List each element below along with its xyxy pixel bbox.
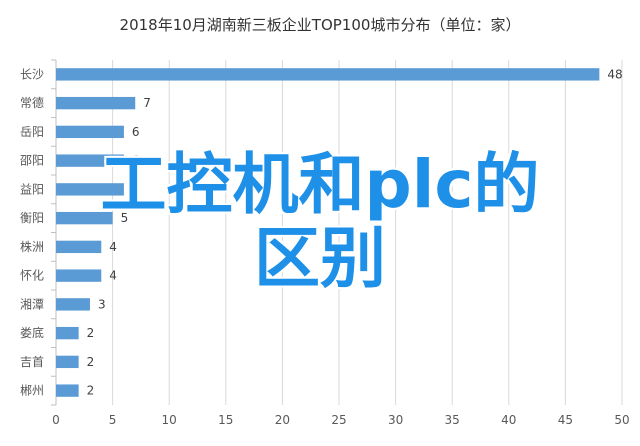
data-label: 2 <box>87 384 95 398</box>
bar <box>56 183 124 196</box>
category-label: 湘潭 <box>20 296 44 311</box>
bar <box>56 355 79 369</box>
category-label: 株洲 <box>20 239 44 254</box>
x-tick-label: 0 <box>52 413 60 427</box>
watermark-line-1: 工控机和plc的 <box>100 146 540 223</box>
data-label: 4 <box>109 240 117 254</box>
category-label: 岳阳 <box>20 125 44 139</box>
bar <box>56 154 124 167</box>
data-label: 7 <box>143 96 151 110</box>
category-label: 长沙 <box>20 67 44 81</box>
bar <box>56 211 113 225</box>
category-label: 益阳 <box>20 182 44 196</box>
bar <box>56 125 124 139</box>
category-label: 邵阳 <box>20 154 44 168</box>
data-label: 2 <box>87 355 95 369</box>
data-label: 6 <box>132 125 140 139</box>
category-label: 衡阳 <box>20 211 44 225</box>
x-tick-label: 40 <box>501 413 516 427</box>
x-tick-label: 20 <box>275 413 290 427</box>
watermark-line-2: 区别 <box>254 220 386 297</box>
category-label: 怀化 <box>20 269 44 283</box>
overlay-watermark-text: 工控机和plc的 区别 <box>0 148 640 296</box>
category-label: 郴州 <box>20 384 44 398</box>
bar <box>56 96 136 110</box>
x-tick-label: 45 <box>558 413 573 427</box>
bar <box>56 269 102 282</box>
chart-title: 2018年10月湖南新三板企业TOP100城市分布（单位：家） <box>119 16 521 34</box>
bar <box>56 326 79 340</box>
data-label: 6 <box>132 154 140 168</box>
data-label: 3 <box>98 297 106 311</box>
x-tick-label: 25 <box>331 413 346 427</box>
data-label: 48 <box>607 67 622 81</box>
data-label: 5 <box>121 211 129 225</box>
data-label: 2 <box>87 326 95 340</box>
bar <box>56 68 600 81</box>
bar <box>56 298 90 311</box>
x-tick-label: 5 <box>109 413 117 427</box>
x-tick-label: 15 <box>218 413 233 427</box>
x-tick-label: 50 <box>614 413 629 427</box>
x-tick-label: 35 <box>445 413 460 427</box>
category-label: 吉首 <box>20 355 44 369</box>
data-label: 6 <box>132 182 140 196</box>
x-tick-label: 10 <box>162 413 177 427</box>
bar <box>56 384 79 397</box>
data-label: 4 <box>109 269 117 283</box>
category-label: 常德 <box>20 95 44 110</box>
x-tick-label: 30 <box>388 413 403 427</box>
category-label: 娄底 <box>20 325 44 340</box>
bar <box>56 240 102 254</box>
